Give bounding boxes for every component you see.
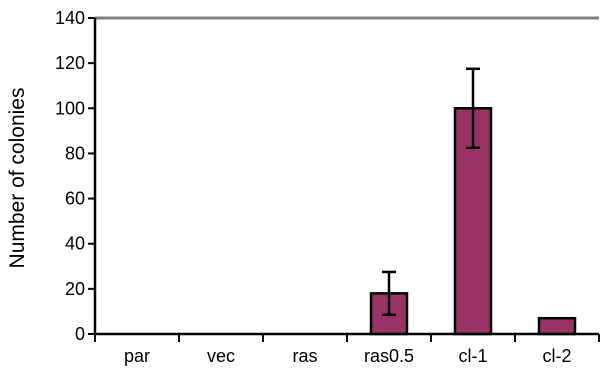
y-tick-label: 80 xyxy=(65,143,85,163)
plot-area: 0 20 40 60 80 100 120 140 par vec ras ras0.5 cl-1 cl-… xyxy=(55,8,600,366)
x-tick-label: ras xyxy=(292,346,317,366)
x-tick-label: cl-1 xyxy=(458,346,487,366)
y-tick-label: 120 xyxy=(55,53,85,73)
x-tick-label: vec xyxy=(207,346,235,366)
x-tick-label: par xyxy=(124,346,150,366)
y-tick-label: 0 xyxy=(75,324,85,344)
bar-cl-2 xyxy=(537,316,577,336)
y-tick-label: 140 xyxy=(55,8,85,28)
y-tick-label: 20 xyxy=(65,279,85,299)
y-tick-label: 40 xyxy=(65,234,85,254)
y-axis-label: Number of colonies xyxy=(6,88,29,269)
x-tick-label: ras0.5 xyxy=(364,346,414,366)
y-tick-label: 60 xyxy=(65,189,85,209)
y-tick-label: 100 xyxy=(55,98,85,118)
x-tick-label: cl-2 xyxy=(542,346,571,366)
